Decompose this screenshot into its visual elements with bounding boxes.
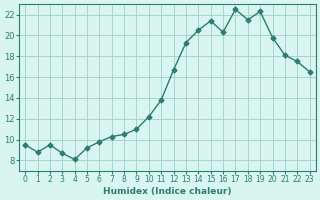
X-axis label: Humidex (Indice chaleur): Humidex (Indice chaleur)	[103, 187, 232, 196]
